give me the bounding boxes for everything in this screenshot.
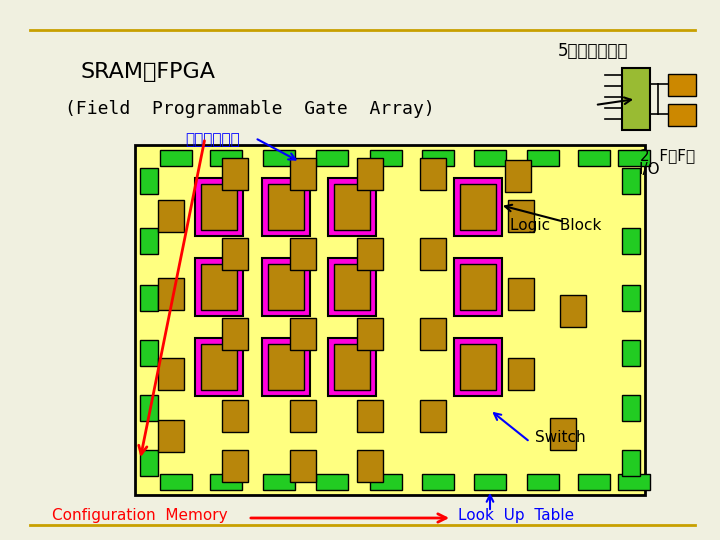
- Bar: [158, 278, 184, 310]
- Bar: [328, 338, 376, 396]
- Bar: [618, 150, 650, 166]
- Bar: [268, 344, 304, 390]
- Bar: [140, 285, 158, 311]
- Bar: [454, 258, 502, 316]
- Text: Configuration  Memory: Configuration Memory: [52, 508, 228, 523]
- Bar: [422, 150, 454, 166]
- Bar: [290, 318, 316, 350]
- Bar: [527, 150, 559, 166]
- Bar: [508, 278, 534, 310]
- Bar: [140, 228, 158, 254]
- Bar: [474, 474, 506, 490]
- Bar: [222, 450, 248, 482]
- Bar: [328, 178, 376, 236]
- Bar: [201, 264, 237, 310]
- Bar: [222, 318, 248, 350]
- Bar: [508, 358, 534, 390]
- Bar: [201, 184, 237, 230]
- Bar: [420, 238, 446, 270]
- Bar: [195, 338, 243, 396]
- Bar: [334, 264, 370, 310]
- Bar: [370, 150, 402, 166]
- Bar: [550, 418, 576, 450]
- Bar: [622, 340, 640, 366]
- Text: スイッチ設定: スイッチ設定: [185, 132, 240, 147]
- Bar: [527, 474, 559, 490]
- Bar: [158, 420, 184, 452]
- Bar: [454, 178, 502, 236]
- Bar: [158, 358, 184, 390]
- Bar: [160, 474, 192, 490]
- Bar: [210, 474, 242, 490]
- Bar: [140, 395, 158, 421]
- Bar: [370, 474, 402, 490]
- Bar: [622, 395, 640, 421]
- Bar: [460, 264, 496, 310]
- Bar: [210, 150, 242, 166]
- Bar: [195, 258, 243, 316]
- Bar: [460, 184, 496, 230]
- Bar: [668, 74, 696, 96]
- Bar: [268, 184, 304, 230]
- Bar: [140, 168, 158, 194]
- Bar: [195, 178, 243, 236]
- Bar: [290, 450, 316, 482]
- Bar: [460, 344, 496, 390]
- Text: SRAM型FPGA: SRAM型FPGA: [80, 62, 215, 82]
- Bar: [357, 158, 383, 190]
- Bar: [505, 160, 531, 192]
- Bar: [622, 285, 640, 311]
- Bar: [454, 338, 502, 396]
- Bar: [357, 400, 383, 432]
- Bar: [290, 158, 316, 190]
- Bar: [222, 158, 248, 190]
- Text: 2  F．F．: 2 F．F．: [640, 148, 695, 163]
- Bar: [357, 238, 383, 270]
- Bar: [316, 150, 348, 166]
- Bar: [622, 450, 640, 476]
- Bar: [158, 200, 184, 232]
- Bar: [618, 474, 650, 490]
- Bar: [328, 258, 376, 316]
- Bar: [135, 145, 645, 495]
- Bar: [290, 400, 316, 432]
- Text: (Field  Programmable  Gate  Array): (Field Programmable Gate Array): [65, 100, 435, 118]
- Bar: [668, 104, 696, 126]
- Text: Logic  Block: Logic Block: [510, 218, 601, 233]
- Bar: [140, 450, 158, 476]
- Text: 5入力テーブル: 5入力テーブル: [558, 42, 629, 60]
- Bar: [578, 474, 610, 490]
- Bar: [357, 318, 383, 350]
- Bar: [316, 474, 348, 490]
- Bar: [334, 184, 370, 230]
- Bar: [560, 295, 586, 327]
- Bar: [420, 400, 446, 432]
- Bar: [262, 258, 310, 316]
- Bar: [222, 400, 248, 432]
- Bar: [263, 474, 295, 490]
- Bar: [474, 150, 506, 166]
- Bar: [262, 178, 310, 236]
- Bar: [201, 344, 237, 390]
- Bar: [334, 344, 370, 390]
- Bar: [357, 450, 383, 482]
- Bar: [578, 150, 610, 166]
- Bar: [268, 264, 304, 310]
- Bar: [420, 318, 446, 350]
- Text: I/O: I/O: [638, 162, 660, 177]
- Bar: [262, 338, 310, 396]
- Bar: [508, 200, 534, 232]
- Bar: [422, 474, 454, 490]
- Text: Switch: Switch: [535, 430, 585, 445]
- Bar: [622, 68, 650, 130]
- Bar: [420, 158, 446, 190]
- Bar: [263, 150, 295, 166]
- Bar: [622, 168, 640, 194]
- Bar: [622, 228, 640, 254]
- Bar: [290, 238, 316, 270]
- Bar: [140, 340, 158, 366]
- Bar: [160, 150, 192, 166]
- Bar: [222, 238, 248, 270]
- Text: Look  Up  Table: Look Up Table: [458, 508, 574, 523]
